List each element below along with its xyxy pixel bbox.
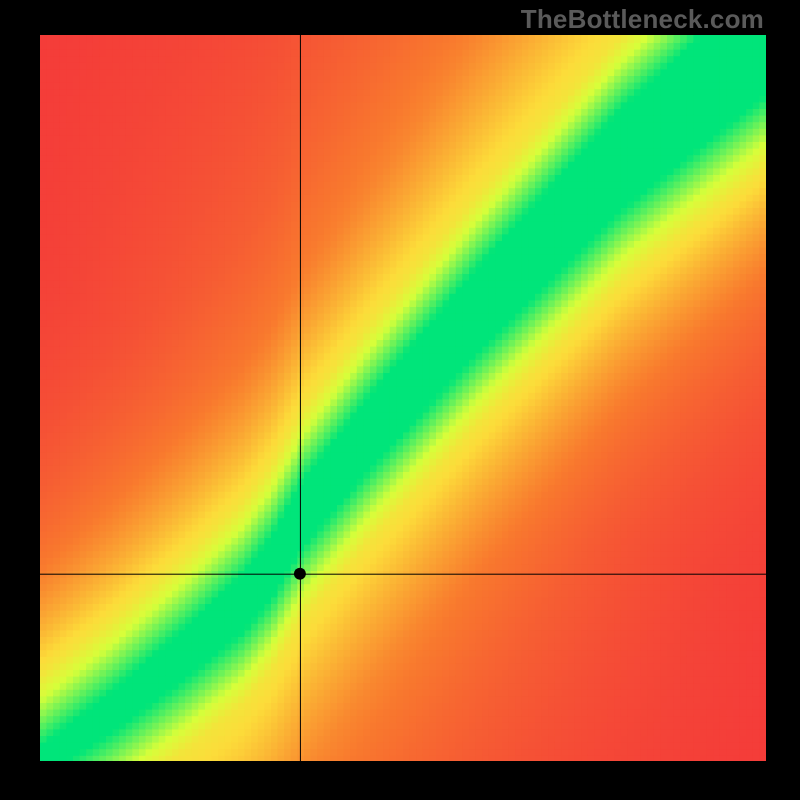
outer-frame: TheBottleneck.com	[0, 0, 800, 800]
watermark-text: TheBottleneck.com	[521, 4, 764, 35]
bottleneck-heatmap	[40, 35, 766, 761]
